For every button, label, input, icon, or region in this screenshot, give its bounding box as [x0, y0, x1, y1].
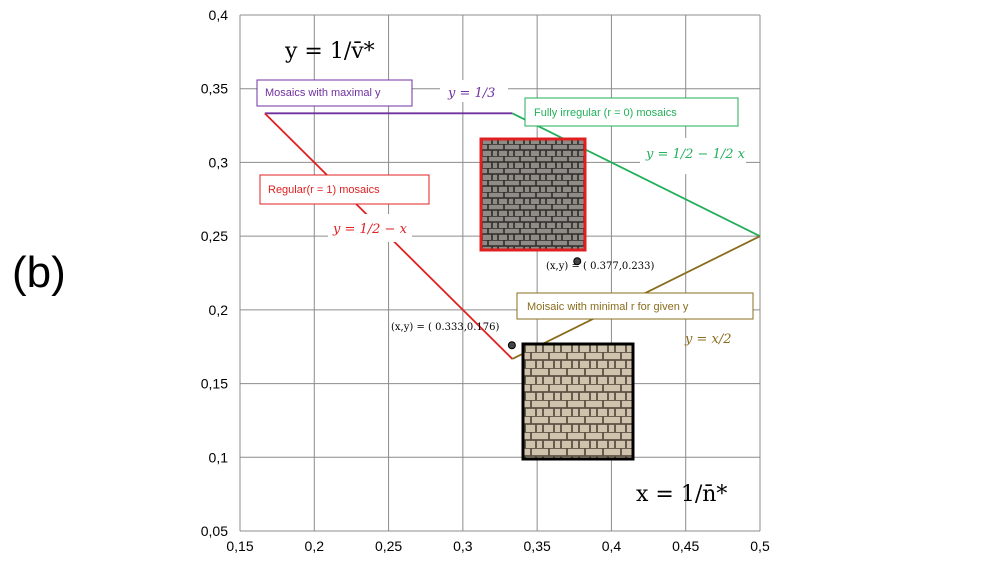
y-tick-label: 0,3 — [209, 154, 229, 170]
y-tick-label: 0,1 — [209, 449, 229, 465]
y-axis-title: y = 1/v̄* — [284, 39, 375, 64]
x-axis-title: x = 1/n̄* — [636, 482, 727, 507]
data-points — [507, 257, 582, 350]
y-tick-label: 0,4 — [209, 7, 229, 23]
x-tick-label: 0,45 — [672, 538, 699, 554]
formula-irregular: y = 1/2 − 1/2 x — [645, 147, 746, 162]
series-line-2 — [511, 112, 761, 237]
y-tick-label: 0,15 — [201, 376, 228, 392]
x-tick-label: 0,25 — [375, 538, 402, 554]
label-box-irregular — [524, 97, 739, 127]
x-tick-label: 0,2 — [305, 538, 325, 554]
irregular-mosaic-texture — [479, 137, 587, 252]
y-tick-labels: 0,05 0,1 0,15 0,2 0,25 0,3 0,35 0,4 — [201, 7, 228, 539]
regular-mosaic-texture — [521, 342, 635, 461]
label-regular: Regular(r = 1) mosaics — [268, 184, 380, 196]
panel-label: (b) — [12, 248, 66, 297]
y-tick-label: 0,2 — [209, 302, 229, 318]
data-point-0 — [573, 257, 582, 266]
label-box-maximal-y — [256, 79, 413, 107]
label-maximal-y: Mosaics with maximal y — [265, 87, 381, 99]
y-tick-label: 0,35 — [201, 81, 228, 97]
y-tick-label: 0,25 — [201, 228, 228, 244]
x-tick-label: 0,3 — [453, 538, 473, 554]
x-tick-label: 0,35 — [524, 538, 551, 554]
x-tick-labels: 0,15 0,2 0,25 0,3 0,35 0,4 0,45 0,5 — [226, 538, 770, 554]
label-irregular: Fully irregular (r = 0) mosaics — [534, 107, 677, 119]
label-box-regular — [259, 174, 430, 205]
data-point-1 — [507, 341, 516, 350]
formula-maximal-y: y = 1/3 — [447, 86, 495, 101]
x-tick-label: 0,5 — [750, 538, 770, 554]
y-tick-label: 0,05 — [201, 523, 228, 539]
label-minimal-r: Moisaic with minimal r for given y — [527, 301, 689, 313]
formula-minimal-r: y = x/2 — [684, 332, 731, 347]
x-tick-label: 0,15 — [226, 538, 253, 554]
point-label-1: (x,y) = ( 0.377,0.233) — [546, 261, 655, 272]
formula-regular: y = 1/2 − x — [332, 222, 408, 237]
point-label-2: (x,y) = ( 0.333,0.176) — [391, 322, 500, 333]
x-tick-label: 0,4 — [602, 538, 622, 554]
label-box-minimal-r — [516, 292, 754, 320]
